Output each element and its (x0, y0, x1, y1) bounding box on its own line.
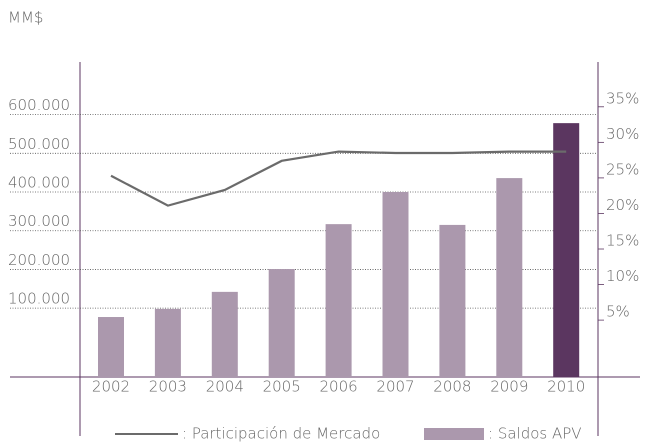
y2-tick-label: 10% (606, 267, 639, 285)
line (110, 150, 567, 207)
y-tick-label: 100.000 (8, 290, 70, 308)
legend-label: : Saldos APV (488, 425, 582, 443)
legend-label: : Participación de Mercado (182, 425, 380, 443)
y2-tick-label: 35% (606, 89, 639, 107)
x-tick-label: 2009 (490, 378, 528, 396)
y-tick-label: 300.000 (8, 212, 70, 230)
bar (496, 178, 523, 377)
x-tick-label: 2010 (547, 378, 585, 396)
bar (325, 224, 352, 377)
y2-tick-label: 30% (606, 125, 639, 143)
bar (382, 192, 409, 377)
x-tick-label: 2006 (320, 378, 358, 396)
x-tick-label: 2005 (263, 378, 301, 396)
y-axis-label: MM$ (8, 9, 43, 27)
x-tick-label: 2007 (376, 378, 414, 396)
x-tick-label: 2008 (433, 378, 471, 396)
y2-tick-label: 25% (606, 160, 639, 178)
bar (268, 269, 295, 377)
bar (553, 123, 580, 377)
bar (98, 317, 124, 377)
bar (439, 224, 466, 377)
y-tick-label: 400.000 (8, 174, 70, 192)
x-tick-label: 2004 (206, 378, 244, 396)
y2-tick-label: 20% (606, 196, 639, 214)
bar (211, 291, 238, 377)
y-tick-label: 500.000 (8, 135, 70, 153)
y2-tick-label: 15% (606, 232, 639, 250)
legend-swatch (424, 428, 484, 440)
y-tick-label: 200.000 (8, 251, 70, 269)
y2-tick-label: 5% (606, 303, 630, 321)
y-tick-label: 600.000 (8, 96, 70, 114)
x-tick-label: 2003 (149, 378, 187, 396)
bar (154, 308, 181, 377)
x-tick-label: 2002 (92, 378, 130, 396)
